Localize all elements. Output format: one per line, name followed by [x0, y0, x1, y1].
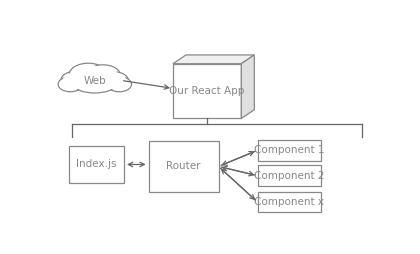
Polygon shape [173, 64, 241, 118]
Text: Index.js: Index.js [76, 160, 117, 169]
Ellipse shape [109, 78, 130, 90]
FancyBboxPatch shape [257, 192, 321, 212]
FancyBboxPatch shape [69, 146, 124, 183]
Ellipse shape [74, 77, 116, 93]
Text: Component 2: Component 2 [254, 171, 325, 181]
Ellipse shape [99, 72, 129, 89]
Text: Component 1: Component 1 [254, 145, 325, 155]
Ellipse shape [58, 77, 83, 92]
Text: Component x: Component x [254, 197, 324, 207]
FancyBboxPatch shape [257, 165, 321, 186]
Ellipse shape [69, 63, 108, 86]
Ellipse shape [101, 73, 126, 88]
Text: Router: Router [166, 161, 201, 171]
Text: Web: Web [84, 76, 106, 86]
Ellipse shape [60, 78, 81, 90]
Ellipse shape [63, 72, 91, 88]
Polygon shape [241, 55, 255, 118]
Ellipse shape [107, 77, 131, 92]
Ellipse shape [76, 78, 113, 92]
Polygon shape [173, 55, 255, 64]
FancyBboxPatch shape [257, 140, 321, 161]
FancyBboxPatch shape [149, 141, 218, 192]
Ellipse shape [61, 71, 93, 90]
Ellipse shape [88, 66, 118, 85]
Text: Our React App: Our React App [169, 86, 245, 96]
Ellipse shape [85, 65, 121, 86]
Ellipse shape [71, 65, 105, 84]
